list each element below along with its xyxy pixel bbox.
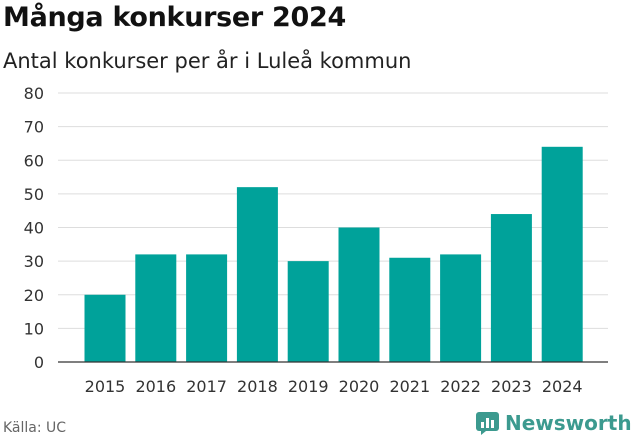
source-note: Källa: UC <box>3 420 67 436</box>
x-tick-label: 2018 <box>237 377 278 396</box>
x-tick-label: 2021 <box>389 377 430 396</box>
bar-2015 <box>84 294 126 362</box>
brand-name: Newsworthy <box>505 411 631 435</box>
bar-2020 <box>338 227 380 362</box>
bar-2017 <box>186 254 228 362</box>
y-tick-label: 20 <box>24 286 44 305</box>
chart-subtitle: Antal konkurser per år i Luleå kommun <box>3 49 412 73</box>
y-tick-label: 10 <box>24 319 44 338</box>
y-tick-label: 40 <box>24 219 44 238</box>
bar-2018 <box>236 187 278 362</box>
newsworthy-chart-logo-icon <box>476 411 499 435</box>
bar-2019 <box>287 261 329 362</box>
x-tick-label: 2015 <box>85 377 126 396</box>
x-tick-label: 2019 <box>288 377 329 396</box>
y-tick-label: 50 <box>24 185 44 204</box>
x-tick-label: 2017 <box>186 377 227 396</box>
bar-2023 <box>490 214 532 362</box>
x-tick-label: 2024 <box>542 377 583 396</box>
x-tick-label: 2023 <box>491 377 532 396</box>
brand-logo: Newsworthy <box>476 408 631 438</box>
bar-2016 <box>135 254 177 362</box>
x-tick-label: 2020 <box>339 377 380 396</box>
y-tick-label: 30 <box>24 252 44 271</box>
bar-2022 <box>440 254 482 362</box>
x-tick-label: 2022 <box>440 377 481 396</box>
y-tick-label: 80 <box>24 84 44 103</box>
y-tick-label: 60 <box>24 151 44 170</box>
x-tick-label: 2016 <box>135 377 176 396</box>
bar-2024 <box>541 146 583 362</box>
y-tick-label: 70 <box>24 118 44 137</box>
bar-2021 <box>389 257 431 362</box>
chart-title: Många konkurser 2024 <box>3 2 346 33</box>
y-tick-label: 0 <box>34 353 44 372</box>
